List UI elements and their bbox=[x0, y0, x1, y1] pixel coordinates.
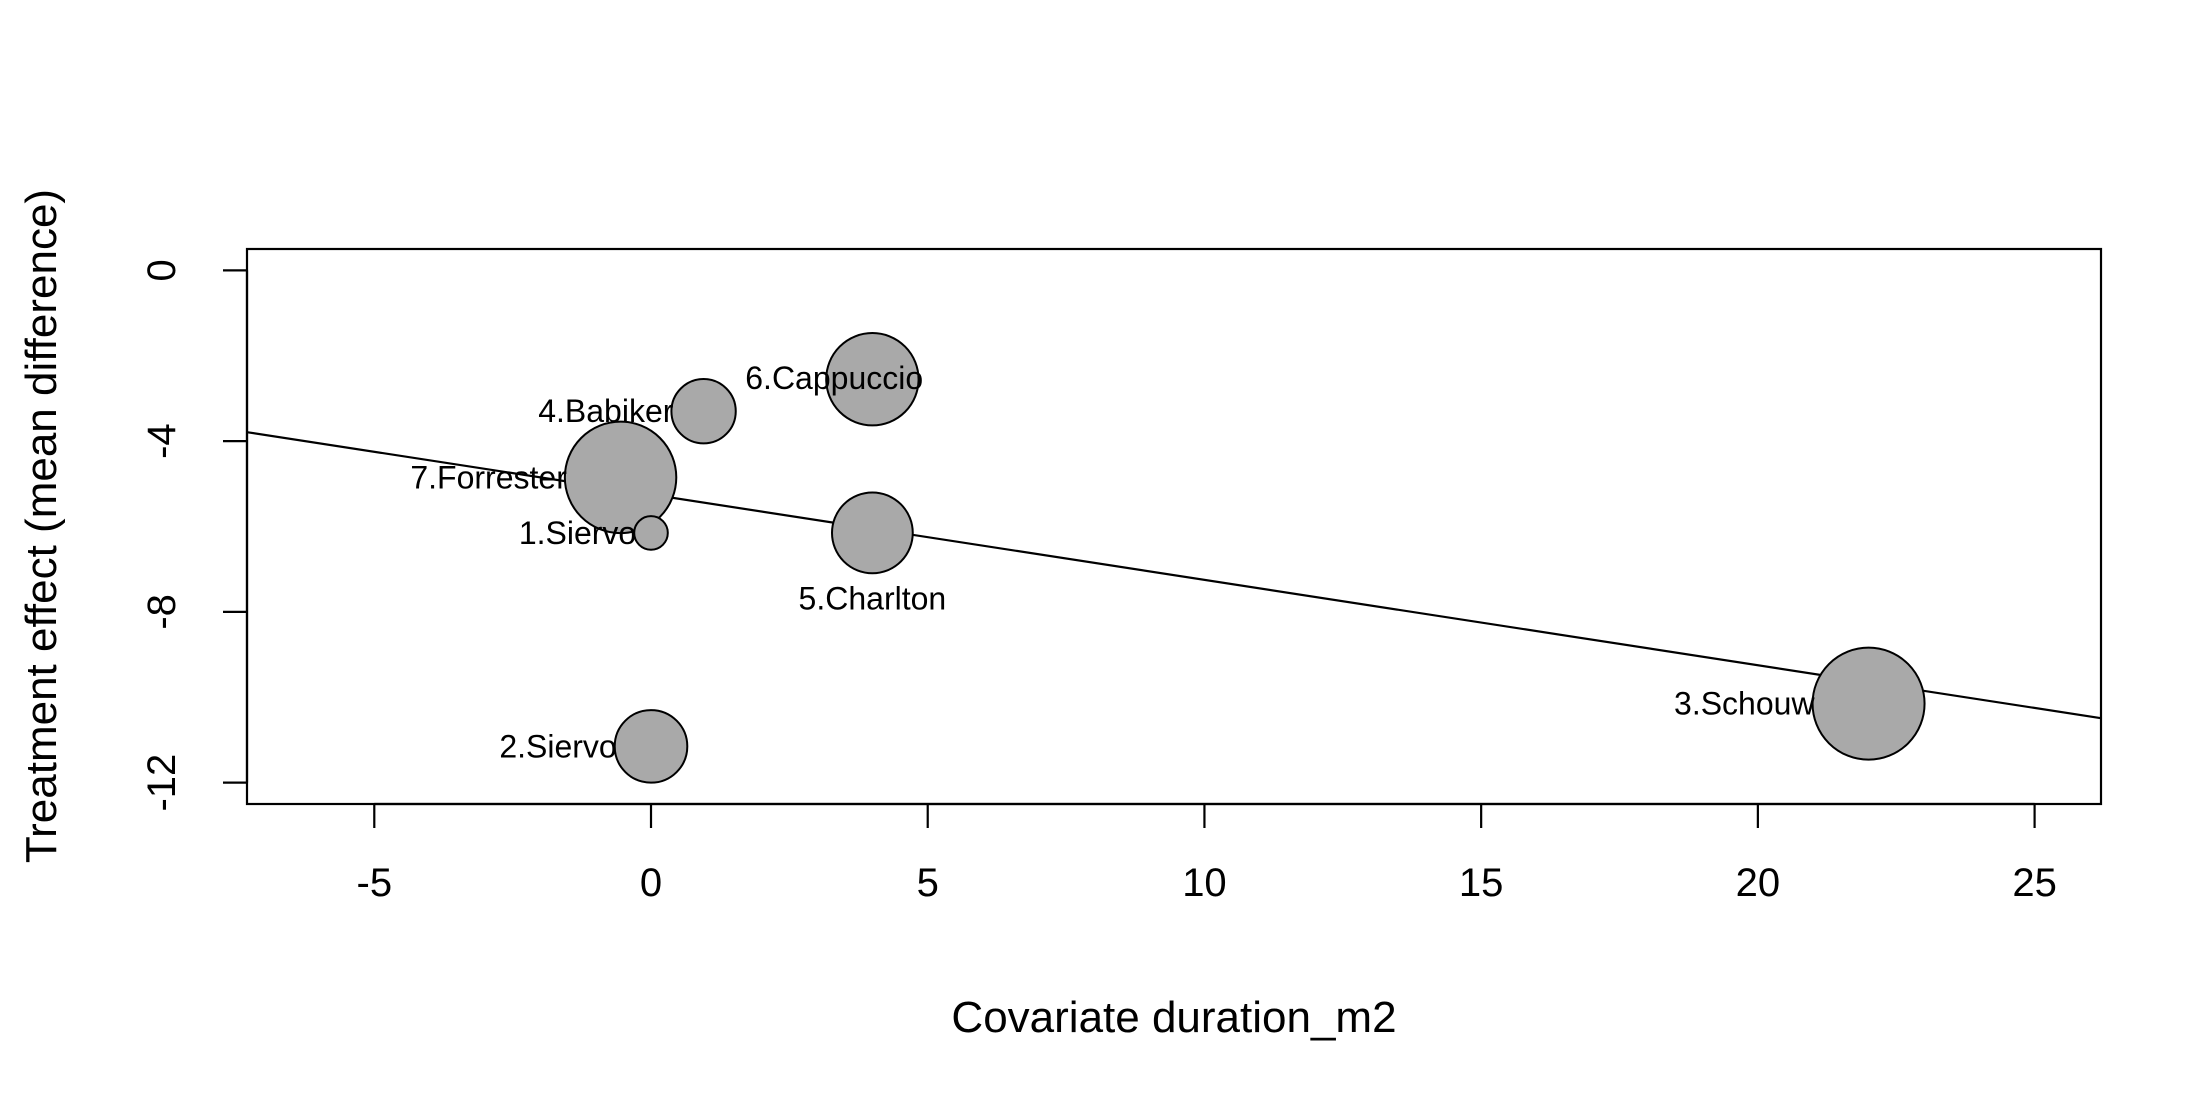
x-tick-label: 15 bbox=[1459, 861, 1504, 905]
bubble-point bbox=[633, 515, 669, 551]
point-label: 7.Forrester bbox=[410, 459, 567, 495]
x-tick-label: 10 bbox=[1182, 861, 1227, 905]
point-label: 5.Charlton bbox=[799, 580, 947, 616]
bubble-point bbox=[825, 332, 920, 427]
y-tick-label: -12 bbox=[140, 754, 184, 812]
bubble-point bbox=[830, 491, 914, 575]
point-label: 1.Siervo bbox=[519, 515, 636, 551]
x-tick-label: 20 bbox=[1736, 861, 1781, 905]
x-tick-label: 5 bbox=[917, 861, 939, 905]
x-tick-label: -5 bbox=[357, 861, 393, 905]
point-label: 2.Siervo bbox=[499, 728, 616, 764]
regression-line bbox=[246, 431, 2102, 720]
point-label: 6.Cappuccio bbox=[745, 360, 923, 396]
x-tick-label: 25 bbox=[2012, 861, 2057, 905]
x-axis: -5 0 5 10 15 20 25 bbox=[357, 802, 2057, 905]
bubble-point bbox=[563, 420, 678, 535]
point-label: 4.Babiker bbox=[538, 393, 674, 429]
bubble-point bbox=[670, 378, 737, 445]
y-tick-label: 0 bbox=[140, 259, 184, 281]
y-tick-label: -4 bbox=[140, 423, 184, 459]
bubble-point bbox=[1811, 646, 1926, 761]
y-tick-label: -8 bbox=[140, 594, 184, 630]
x-axis-title: Covariate duration_m2 bbox=[951, 993, 1396, 1042]
x-tick-label: 0 bbox=[640, 861, 662, 905]
y-axis-title: Treatment effect (mean difference) bbox=[17, 189, 66, 863]
y-axis: 0 -4 -8 -12 bbox=[140, 259, 249, 812]
bubble-point bbox=[613, 709, 689, 784]
point-label: 3.Schouw bbox=[1674, 686, 1815, 722]
